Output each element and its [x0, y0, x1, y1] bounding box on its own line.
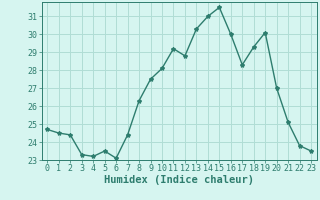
X-axis label: Humidex (Indice chaleur): Humidex (Indice chaleur): [104, 175, 254, 185]
